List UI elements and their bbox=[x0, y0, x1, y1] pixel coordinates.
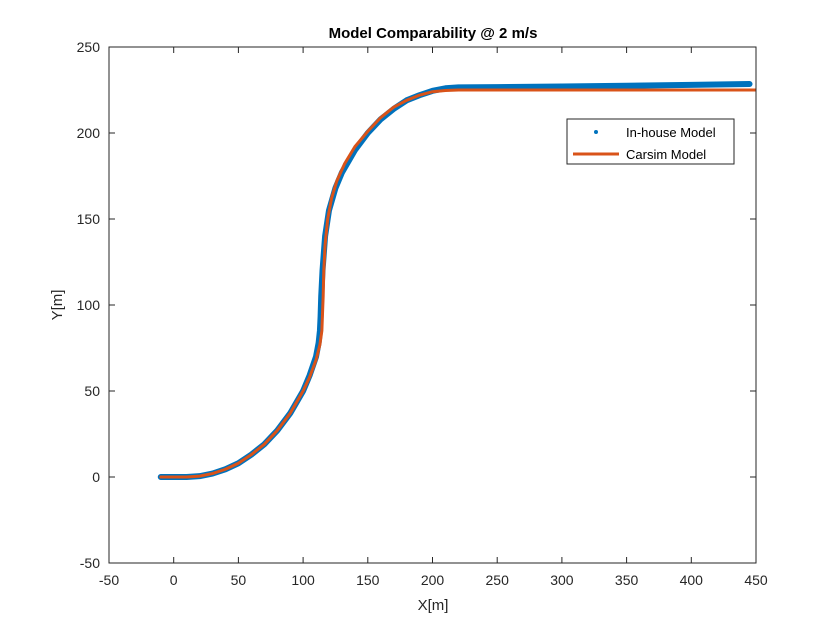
y-tick-label: 100 bbox=[77, 297, 101, 313]
series-point bbox=[321, 312, 324, 315]
series-point bbox=[326, 217, 329, 221]
y-tick-label: 200 bbox=[77, 125, 101, 141]
series-point bbox=[211, 472, 214, 475]
y-tick-label: 0 bbox=[92, 469, 100, 485]
chart-title: Model Comparability @ 2 m/s bbox=[329, 25, 538, 42]
series-point bbox=[314, 358, 318, 362]
axis-ticks: -50 0 50 100 150 200 250 300 350 400 450 -50 0 50 100 1… bbox=[77, 39, 768, 588]
series-point bbox=[366, 130, 369, 133]
series-point bbox=[690, 88, 693, 92]
series-point bbox=[353, 145, 357, 148]
series-point bbox=[308, 376, 311, 379]
series-point bbox=[330, 197, 333, 200]
y-tick-label: 250 bbox=[77, 39, 101, 55]
legend-label-1: Carsim Model bbox=[626, 147, 706, 162]
series-point bbox=[560, 88, 564, 92]
series-point bbox=[198, 474, 201, 478]
y-axis-label: Y[m] bbox=[49, 290, 66, 321]
x-axis-label: X[m] bbox=[418, 597, 449, 614]
x-tick-label: -50 bbox=[99, 572, 119, 588]
series-point bbox=[323, 243, 327, 246]
legend-box bbox=[566, 118, 735, 165]
x-tick-label: 400 bbox=[680, 572, 704, 588]
series-point bbox=[457, 88, 460, 92]
series-point bbox=[276, 429, 279, 432]
x-tick-label: 0 bbox=[170, 572, 178, 588]
x-tick-label: 300 bbox=[550, 572, 574, 588]
legend-marker-0 bbox=[594, 130, 598, 134]
series-line-1 bbox=[159, 88, 756, 479]
series-point bbox=[263, 443, 266, 446]
series-point bbox=[747, 81, 753, 87]
series-point bbox=[250, 453, 253, 456]
series-point bbox=[379, 116, 382, 119]
x-tick-label: 450 bbox=[744, 572, 768, 588]
legend: In-house Model Carsim Model bbox=[566, 118, 735, 165]
x-tick-label: 350 bbox=[615, 572, 639, 588]
series-point bbox=[392, 106, 395, 109]
series-point bbox=[172, 475, 175, 479]
x-tick-label: 100 bbox=[291, 572, 315, 588]
series-point bbox=[335, 179, 338, 183]
series-point bbox=[431, 90, 434, 93]
series-point bbox=[237, 462, 240, 465]
legend-label-0: In-house Model bbox=[626, 125, 716, 140]
series-point bbox=[343, 162, 346, 166]
x-tick-label: 50 bbox=[231, 572, 247, 588]
series-point bbox=[224, 468, 227, 471]
series-point bbox=[494, 84, 500, 90]
series-point bbox=[496, 88, 499, 92]
x-tick-label: 150 bbox=[356, 572, 380, 588]
series-point bbox=[318, 343, 322, 346]
y-tick-label: -50 bbox=[80, 555, 100, 571]
series-point bbox=[321, 295, 325, 298]
series-point bbox=[301, 389, 305, 393]
series-point bbox=[405, 99, 408, 102]
series-point bbox=[625, 88, 628, 92]
series-point bbox=[624, 83, 630, 89]
series-point bbox=[322, 269, 326, 272]
y-tick-label: 50 bbox=[84, 383, 100, 399]
series-point bbox=[418, 93, 421, 97]
x-tick-label: 250 bbox=[486, 572, 510, 588]
series-point bbox=[320, 329, 324, 332]
x-tick-label: 200 bbox=[421, 572, 445, 588]
series-point bbox=[288, 412, 292, 415]
series-point bbox=[444, 89, 447, 92]
y-tick-label: 150 bbox=[77, 211, 101, 227]
series-point bbox=[159, 475, 162, 479]
series-point bbox=[185, 475, 188, 479]
series-point bbox=[688, 82, 694, 88]
series-point bbox=[559, 84, 565, 90]
